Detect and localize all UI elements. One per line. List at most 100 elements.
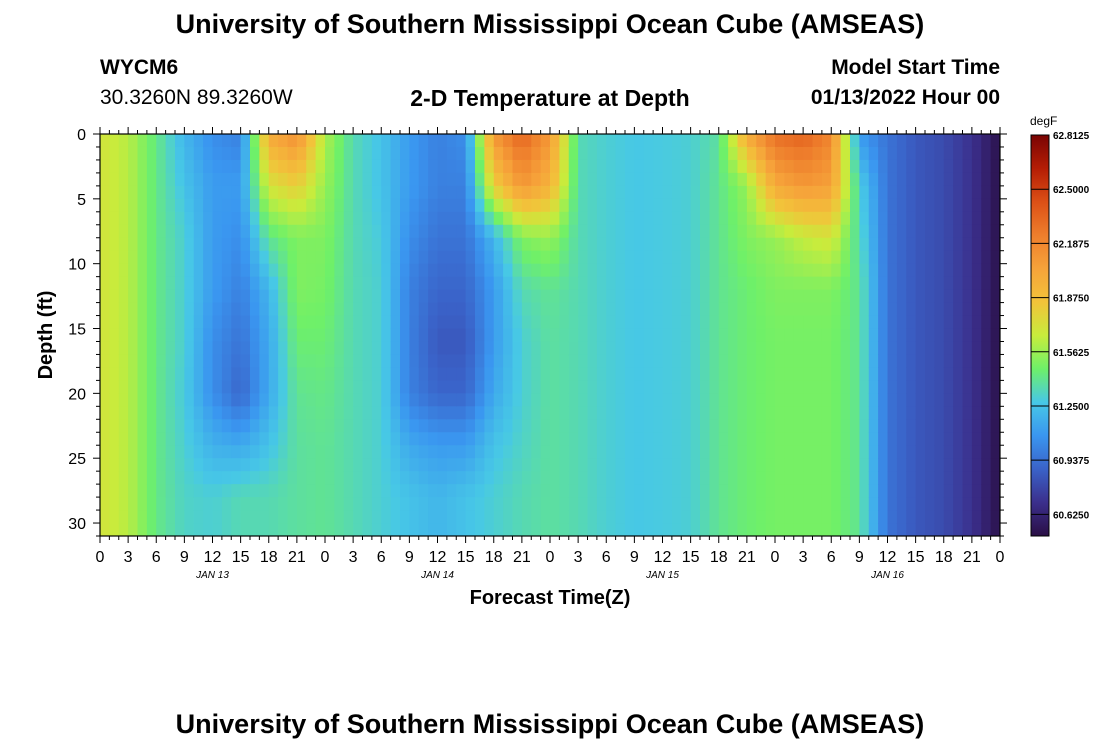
- heatmap-cell: [981, 146, 992, 161]
- heatmap-cell: [212, 523, 223, 536]
- heatmap-cell: [868, 237, 879, 252]
- heatmap-cell: [625, 341, 635, 356]
- heatmap-cell: [446, 484, 457, 498]
- heatmap-cell: [362, 367, 373, 381]
- heatmap-cell: [953, 134, 964, 148]
- heatmap-cell: [465, 471, 476, 485]
- heatmap-cell: [296, 159, 307, 174]
- heatmap-cell: [493, 328, 504, 343]
- heatmap-cell: [100, 302, 110, 317]
- heatmap-cell: [915, 302, 926, 317]
- heatmap-cell: [737, 315, 748, 330]
- heatmap-cell: [146, 224, 157, 239]
- heatmap-cell: [859, 211, 870, 226]
- heatmap-cell: [671, 224, 682, 239]
- heatmap-cell: [240, 354, 251, 369]
- heatmap-cell: [428, 315, 439, 330]
- heatmap-cell: [203, 484, 214, 498]
- heatmap-cell: [775, 445, 785, 459]
- heatmap-cell: [203, 380, 214, 394]
- heatmap-cell: [840, 237, 851, 252]
- heatmap-cell: [700, 406, 710, 420]
- heatmap-cell: [390, 484, 401, 498]
- heatmap-cell: [390, 367, 401, 381]
- x-tick-label: 15: [682, 549, 700, 566]
- heatmap-cell: [531, 224, 542, 239]
- heatmap-cell: [793, 354, 804, 369]
- heatmap-cell: [362, 497, 373, 511]
- heatmap-cell: [221, 471, 232, 485]
- heatmap-cell: [625, 471, 635, 485]
- heatmap-cell: [568, 224, 579, 239]
- heatmap-cell: [128, 510, 139, 524]
- heatmap-cell: [371, 406, 382, 420]
- heatmap-cell: [428, 341, 439, 356]
- heatmap-cell: [446, 432, 457, 446]
- heatmap-cell: [868, 302, 879, 317]
- heatmap-cell: [362, 224, 373, 239]
- heatmap-cell: [850, 289, 860, 304]
- heatmap-cell: [812, 211, 823, 226]
- heatmap-cell: [643, 458, 654, 472]
- heatmap-cell: [821, 484, 832, 498]
- heatmap-cell: [793, 380, 804, 394]
- heatmap-cell: [606, 224, 617, 239]
- heatmap-cell: [212, 367, 223, 381]
- heatmap-cell: [812, 328, 823, 343]
- heatmap-cell: [896, 523, 907, 536]
- heatmap-cell: [775, 341, 785, 356]
- heatmap-cell: [990, 471, 1000, 485]
- heatmap-cell: [240, 276, 251, 291]
- x-tick-label: 12: [654, 549, 672, 566]
- heatmap-cell: [737, 419, 748, 433]
- heatmap-cell: [156, 134, 167, 148]
- heatmap-cell: [193, 159, 204, 174]
- heatmap-cell: [718, 380, 729, 394]
- x-tick-label: 0: [996, 549, 1005, 566]
- heatmap-cell: [465, 134, 476, 148]
- heatmap-cell: [203, 419, 214, 433]
- heatmap-cell: [559, 419, 570, 433]
- heatmap-cell: [821, 276, 832, 291]
- heatmap-cell: [175, 458, 185, 472]
- heatmap-cell: [278, 224, 289, 239]
- heatmap-cell: [840, 198, 851, 213]
- heatmap-cell: [634, 315, 645, 330]
- heatmap-cell: [690, 250, 701, 265]
- heatmap-cell: [437, 471, 448, 485]
- heatmap-cell: [493, 523, 504, 536]
- heatmap-cell: [840, 315, 851, 330]
- heatmap-cell: [878, 276, 889, 291]
- heatmap-cell: [859, 341, 870, 356]
- heatmap-cell: [596, 315, 607, 330]
- heatmap-cell: [896, 237, 907, 252]
- heatmap-cell: [484, 471, 495, 485]
- heatmap-cell: [315, 159, 326, 174]
- heatmap-cell: [512, 432, 523, 446]
- heatmap-cell: [362, 432, 373, 446]
- heatmap-cell: [221, 419, 232, 433]
- heatmap-cell: [681, 211, 692, 226]
- heatmap-cell: [118, 341, 129, 356]
- heatmap-cell: [287, 510, 298, 524]
- heatmap-cell: [700, 328, 710, 343]
- heatmap-cell: [634, 159, 645, 174]
- heatmap-cell: [465, 484, 476, 498]
- heatmap-cell: [540, 198, 551, 213]
- heatmap-cell: [971, 211, 982, 226]
- heatmap-cell: [765, 211, 776, 226]
- heatmap-cell: [100, 484, 110, 498]
- heatmap-cell: [400, 276, 410, 291]
- heatmap-cell: [990, 393, 1000, 407]
- heatmap-cell: [221, 276, 232, 291]
- heatmap-cell: [437, 406, 448, 420]
- heatmap-cell: [428, 250, 439, 265]
- heatmap-cell: [671, 432, 682, 446]
- heatmap-cell: [531, 419, 542, 433]
- heatmap-cell: [943, 263, 954, 278]
- heatmap-cell: [540, 367, 551, 381]
- heatmap-cell: [109, 172, 120, 187]
- heatmap-cell: [765, 354, 776, 369]
- heatmap-cell: [400, 380, 410, 394]
- heatmap-cell: [456, 458, 467, 472]
